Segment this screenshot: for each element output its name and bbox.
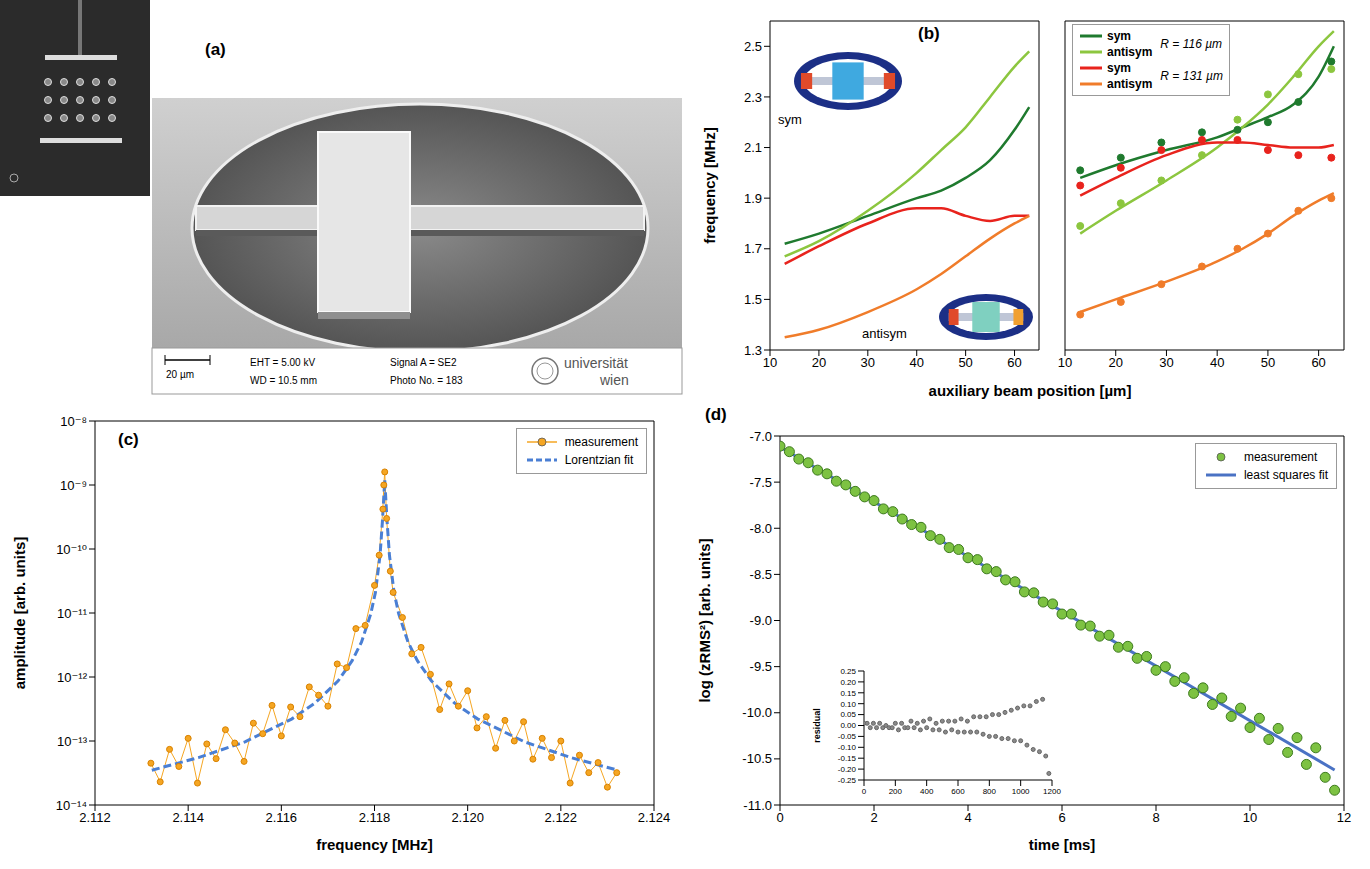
svg-text:60: 60 [1311, 355, 1325, 370]
svg-text:8: 8 [1152, 810, 1159, 825]
svg-text:2.120: 2.120 [451, 810, 484, 825]
svg-text:50: 50 [1261, 355, 1275, 370]
svg-text:WD = 10.5 mm: WD = 10.5 mm [250, 375, 317, 386]
svg-text:-10.5: -10.5 [742, 751, 772, 766]
html-text:sym: sym [1107, 29, 1131, 43]
svg-text:log (zRMS²) [arb. units]: log (zRMS²) [arb. units] [696, 538, 713, 702]
html-text:measurement: measurement [564, 435, 638, 449]
svg-text:30: 30 [861, 355, 875, 370]
html-text:Lorentzian fit: Lorentzian fit [564, 453, 634, 467]
svg-text:40: 40 [1210, 355, 1224, 370]
svg-text:0.05: 0.05 [840, 710, 856, 719]
svg-text:0.00: 0.00 [840, 721, 856, 730]
svg-text:12: 12 [1337, 810, 1351, 825]
svg-text:-0.05: -0.05 [838, 732, 857, 741]
svg-text:-9.5: -9.5 [750, 659, 772, 674]
svg-text:0: 0 [862, 787, 867, 796]
svg-text:6: 6 [1058, 810, 1065, 825]
html-text:R = 131 µm: R = 131 µm [1160, 69, 1223, 83]
svg-text:400: 400 [920, 787, 934, 796]
svg-text:2: 2 [870, 810, 877, 825]
html-text:R = 116 µm: R = 116 µm [1160, 37, 1223, 51]
svg-text:40: 40 [909, 355, 923, 370]
svg-text:1.5: 1.5 [744, 292, 762, 307]
svg-text:frequency [MHz]: frequency [MHz] [316, 836, 433, 853]
svg-text:20: 20 [812, 355, 826, 370]
svg-text:10⁻⁹: 10⁻⁹ [60, 478, 87, 493]
svg-text:10⁻¹⁰: 10⁻¹⁰ [56, 542, 87, 557]
svg-text:time [ms]: time [ms] [1029, 836, 1096, 853]
svg-text:residual: residual [812, 708, 822, 743]
svg-text:-11.0: -11.0 [743, 798, 772, 813]
svg-text:Photo No. = 183: Photo No. = 183 [390, 375, 463, 386]
svg-text:0.20: 0.20 [840, 678, 856, 687]
svg-text:0.10: 0.10 [840, 700, 856, 709]
svg-text:-0.15: -0.15 [838, 754, 857, 763]
svg-text:20 µm: 20 µm [166, 369, 194, 380]
html-text:(d): (d) [705, 405, 727, 424]
svg-text:2.5: 2.5 [744, 39, 762, 54]
svg-text:1.3: 1.3 [744, 343, 762, 358]
html-text:antisym: antisym [1107, 77, 1153, 91]
svg-text:-10.0: -10.0 [742, 705, 772, 720]
svg-text:10: 10 [763, 355, 777, 370]
svg-text:EHT = 5.00 kV: EHT = 5.00 kV [250, 357, 315, 368]
svg-text:Signal A = SE2: Signal A = SE2 [390, 357, 457, 368]
svg-text:2.1: 2.1 [744, 140, 762, 155]
html-text:sym: sym [1107, 61, 1131, 75]
svg-text:amplitude [arb. units]: amplitude [arb. units] [11, 537, 28, 690]
svg-text:0.25: 0.25 [840, 667, 856, 676]
html-text:(b): (b) [918, 24, 940, 43]
svg-text:0: 0 [776, 810, 783, 825]
svg-text:-0.25: -0.25 [838, 776, 857, 785]
svg-text:10: 10 [1058, 355, 1072, 370]
svg-text:frequency [MHz]: frequency [MHz] [701, 127, 718, 244]
svg-text:10⁻¹¹: 10⁻¹¹ [57, 606, 88, 621]
svg-text:0.15: 0.15 [840, 689, 856, 698]
svg-text:-8.5: -8.5 [750, 567, 772, 582]
svg-text:wien: wien [599, 372, 629, 388]
svg-text:1.7: 1.7 [744, 241, 762, 256]
html-text:antisym: antisym [1107, 45, 1153, 59]
svg-text:2.3: 2.3 [744, 90, 762, 105]
svg-text:-0.20: -0.20 [838, 765, 857, 774]
html-text:antisym: antisym [862, 326, 907, 341]
svg-text:10: 10 [1243, 810, 1257, 825]
svg-text:20: 20 [1108, 355, 1122, 370]
svg-text:-0.10: -0.10 [838, 743, 857, 752]
svg-text:2.118: 2.118 [359, 810, 391, 825]
svg-text:2.116: 2.116 [266, 810, 298, 825]
svg-text:universität: universität [564, 355, 628, 371]
svg-text:-8.0: -8.0 [750, 521, 772, 536]
svg-text:50: 50 [958, 355, 972, 370]
svg-text:30: 30 [1159, 355, 1173, 370]
svg-text:2.124: 2.124 [638, 810, 671, 825]
svg-text:2.114: 2.114 [172, 810, 204, 825]
svg-text:-7.0: -7.0 [750, 429, 772, 444]
svg-text:10⁻⁸: 10⁻⁸ [60, 414, 87, 429]
html-text:least squares fit: least squares fit [1244, 468, 1328, 482]
svg-text:4: 4 [964, 810, 971, 825]
svg-text:1000: 1000 [1012, 787, 1030, 796]
svg-text:800: 800 [983, 787, 997, 796]
svg-text:200: 200 [889, 787, 903, 796]
svg-text:10⁻¹³: 10⁻¹³ [57, 734, 88, 749]
svg-text:1.9: 1.9 [744, 191, 762, 206]
svg-text:-9.0: -9.0 [750, 613, 772, 628]
svg-text:2.122: 2.122 [545, 810, 578, 825]
html-text:auxiliary beam position [µm]: auxiliary beam position [µm] [928, 382, 1132, 399]
html-text:(c): (c) [118, 430, 139, 449]
svg-text:(a): (a) [205, 40, 226, 59]
html-text:sym: sym [778, 112, 802, 127]
svg-text:-7.5: -7.5 [750, 475, 772, 490]
svg-text:600: 600 [951, 787, 965, 796]
svg-text:60: 60 [1007, 355, 1021, 370]
svg-text:2.112: 2.112 [79, 810, 111, 826]
svg-text:10⁻¹²: 10⁻¹² [57, 670, 88, 685]
svg-text:10⁻¹⁴: 10⁻¹⁴ [56, 798, 87, 813]
html-text:measurement: measurement [1244, 450, 1318, 464]
svg-text:1200: 1200 [1043, 787, 1061, 796]
